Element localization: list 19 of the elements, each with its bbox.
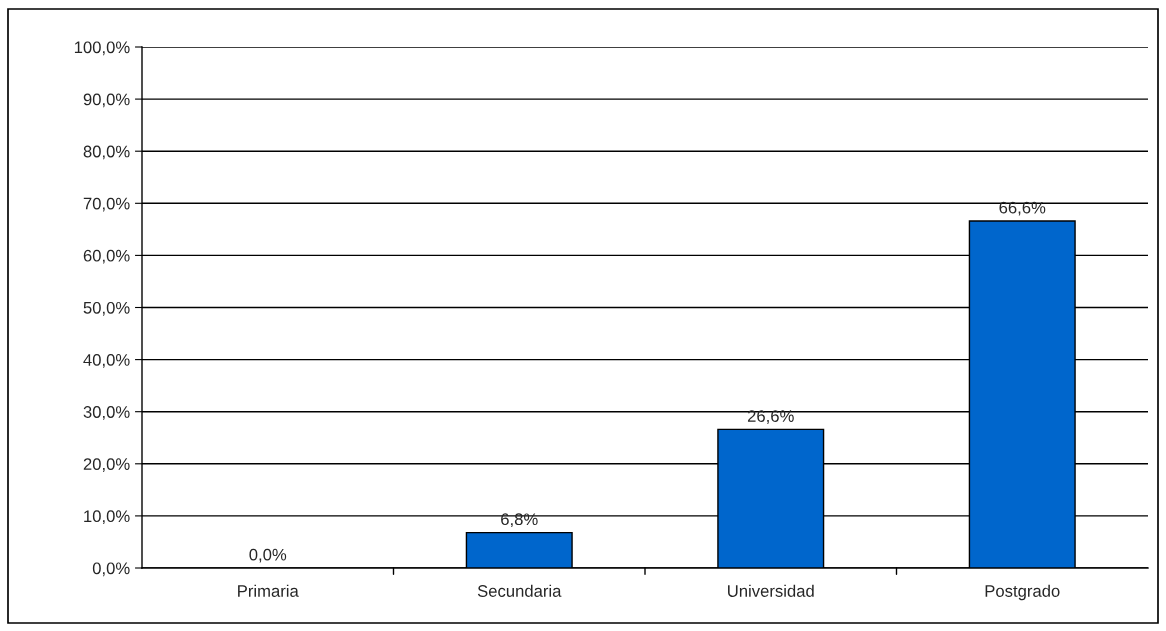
y-tick-label: 40,0%: [83, 354, 130, 368]
data-label: 66,6%: [999, 201, 1046, 216]
y-tick-label: 30,0%: [83, 406, 130, 420]
x-tick-label: Primaria: [238, 584, 299, 597]
x-tick-label: Postgrado: [985, 584, 1060, 601]
y-tick-label: 20,0%: [83, 458, 130, 472]
y-tick-label: 60,0%: [83, 249, 130, 264]
y-tick-label: 70,0%: [83, 197, 130, 212]
x-tick-label: Universidad: [728, 584, 814, 597]
y-tick-label: 50,0%: [83, 301, 130, 316]
data-label: 0,0%: [249, 548, 287, 563]
x-tick-label: Secundaria: [477, 584, 562, 597]
y-tick-label: 100,0%: [74, 41, 130, 56]
data-label: 6,8%: [501, 513, 538, 528]
y-tick-label: 10,0%: [84, 510, 130, 525]
data-label: 26,6%: [747, 410, 794, 424]
y-tick-label: 80,0%: [83, 145, 130, 160]
y-tick-label: 0,0%: [92, 562, 130, 577]
y-tick-label: 90,0%: [83, 93, 130, 108]
